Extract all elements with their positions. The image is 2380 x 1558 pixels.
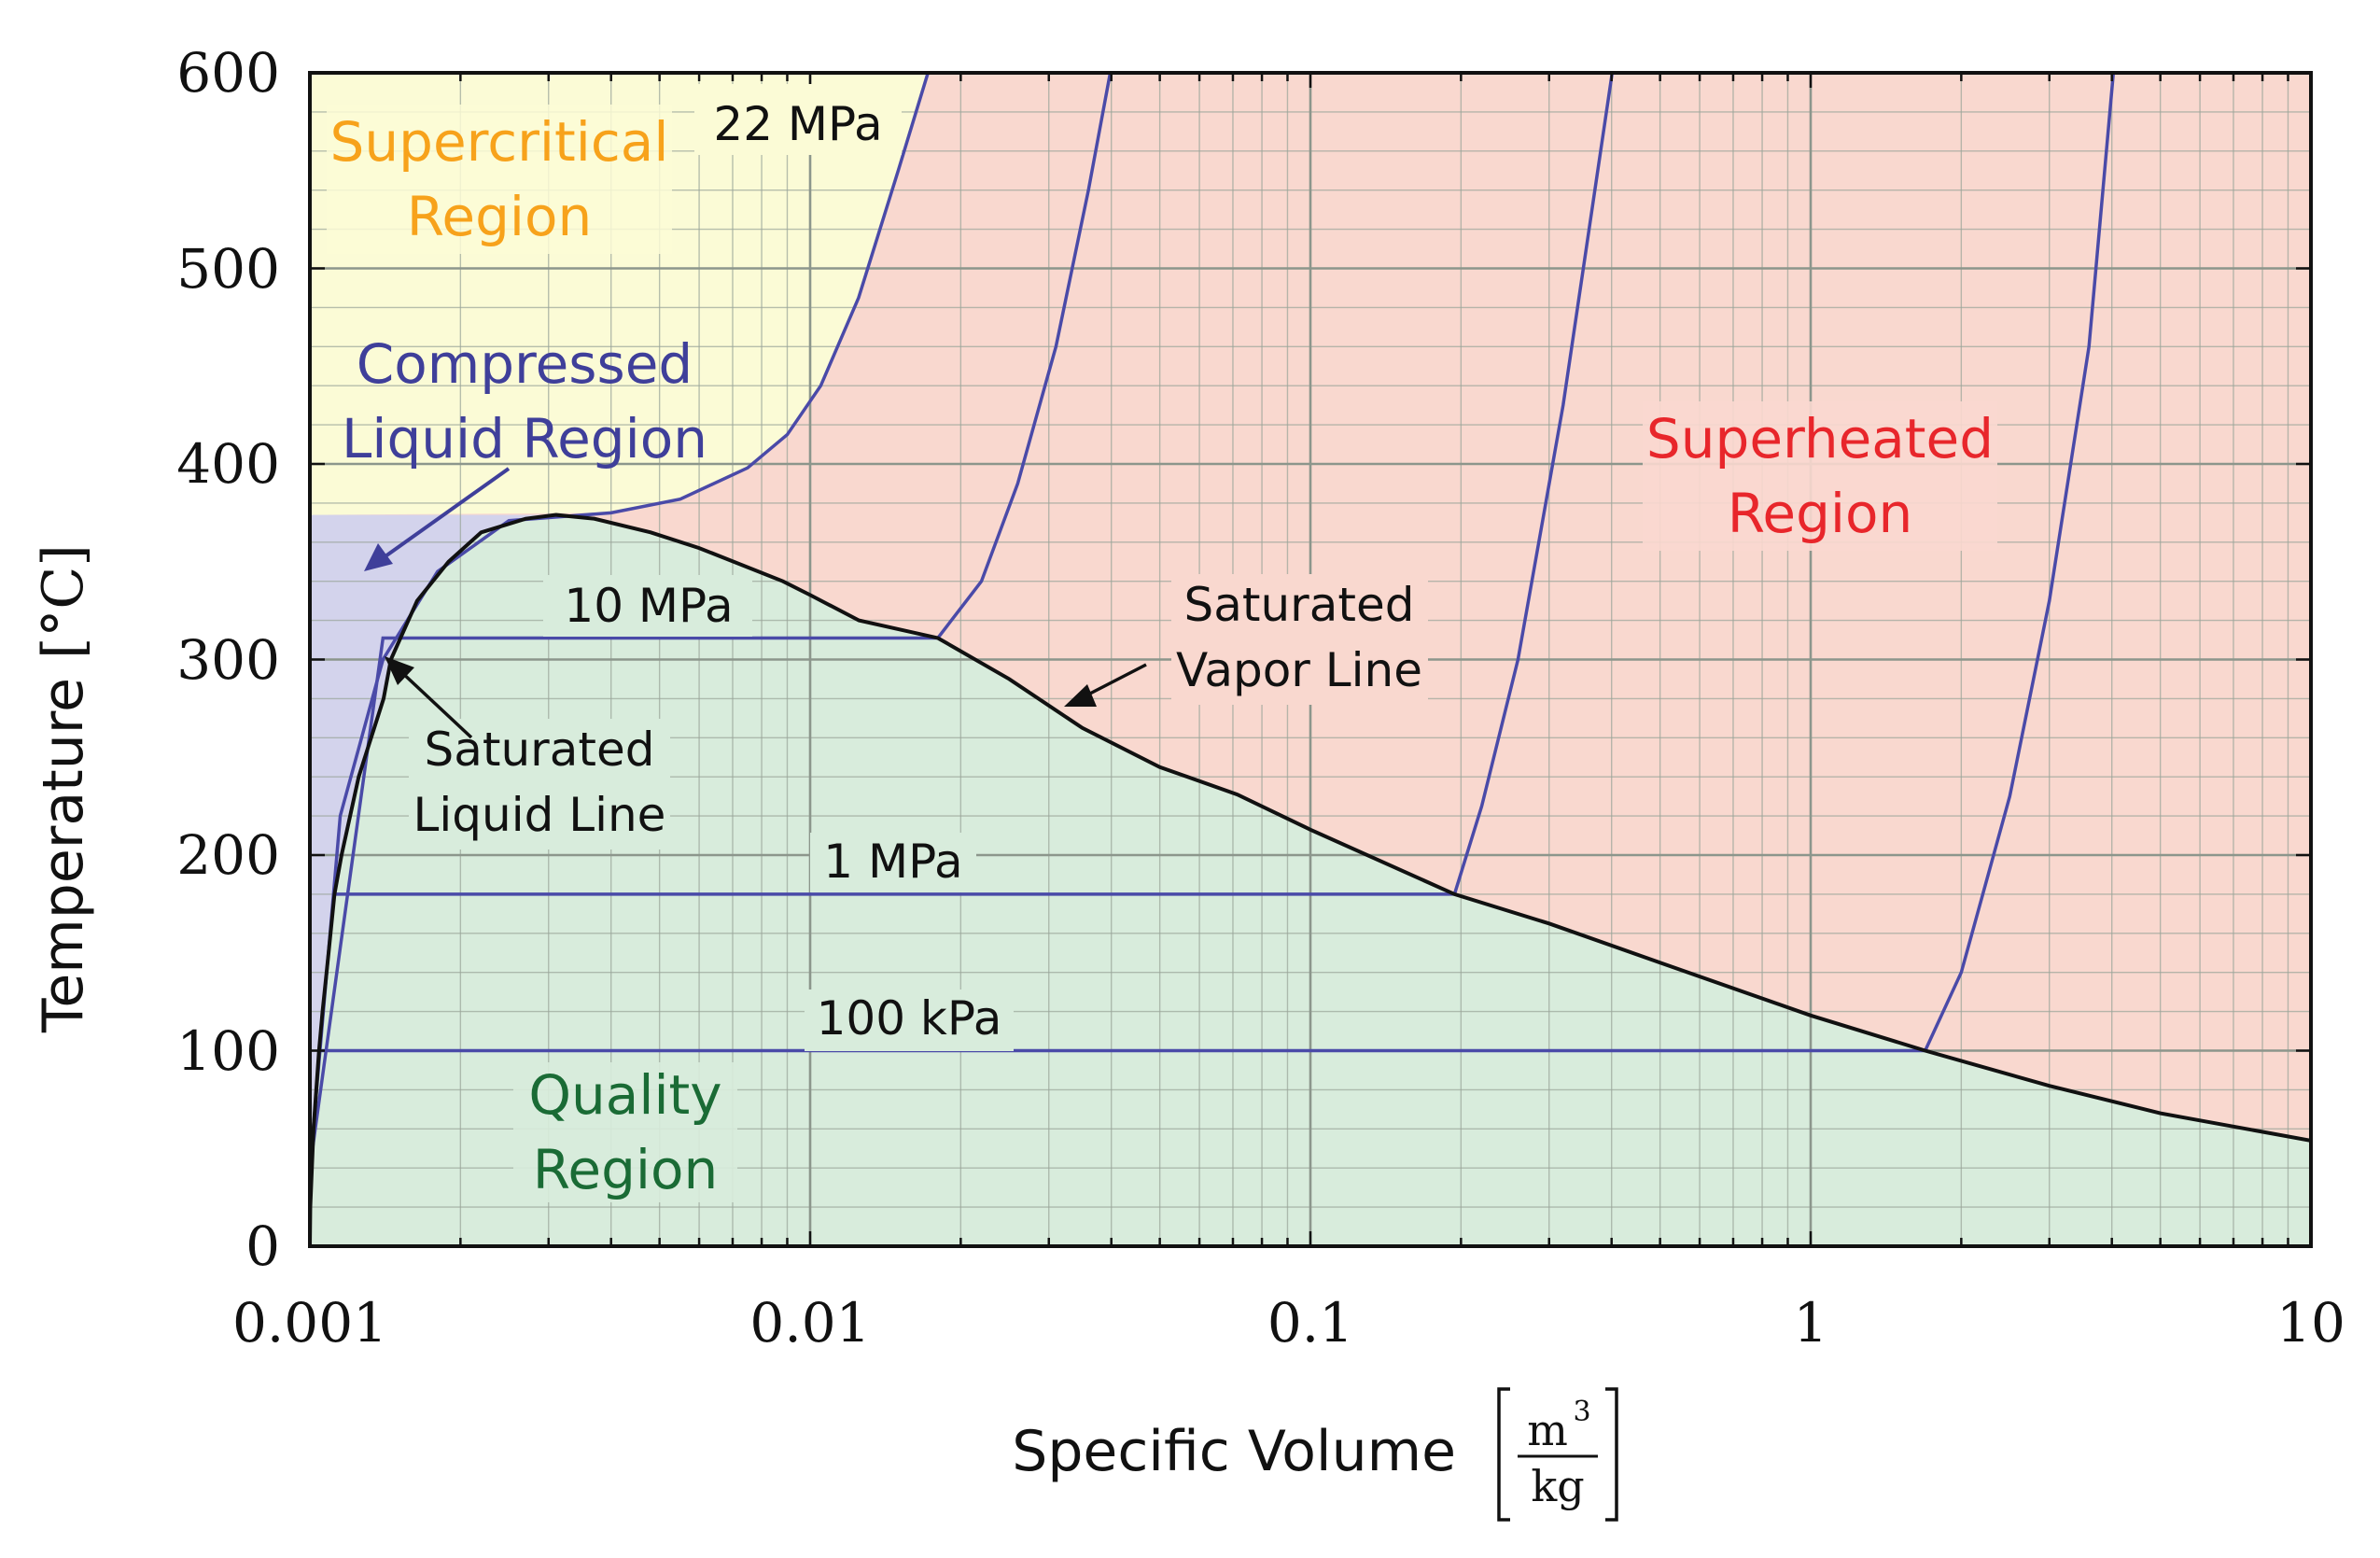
x-tick-label: 0.001 — [232, 1291, 387, 1354]
region-label-line: Liquid Region — [342, 407, 707, 470]
arrowhead-icon — [364, 543, 393, 571]
x-axis-title: Specific Volume m 3 kg — [1012, 1387, 1618, 1522]
y-tick-label: 400 — [176, 432, 280, 496]
isobar-label-22mpa: 22 MPa — [713, 97, 882, 151]
annotation-line: Vapor Line — [1176, 643, 1422, 697]
y-tick-label: 200 — [176, 823, 280, 887]
x-tick-label: 0.01 — [749, 1291, 870, 1354]
isobar-1mpa — [334, 73, 1615, 896]
isobar-label-100kpa: 100 kPa — [817, 991, 1002, 1046]
region-label-line: Superheated — [1646, 407, 1994, 470]
saturated-liquid-annotation: Saturated Liquid Line — [385, 656, 670, 849]
arrowhead-icon — [385, 656, 414, 685]
x-tick-label: 10 — [2276, 1291, 2345, 1354]
annotation-line: Saturated — [425, 723, 655, 777]
x-axis-unit-denominator: kg — [1531, 1461, 1584, 1511]
x-tick-label: 1 — [1794, 1291, 1828, 1354]
y-tick-label: 0 — [245, 1214, 280, 1278]
x-axis-unit-numerator: m — [1527, 1405, 1568, 1455]
y-tick-label: 500 — [176, 237, 280, 301]
x-tick-labels: 0.001 0.01 0.1 1 10 — [232, 1291, 2345, 1354]
region-label-line: Compressed — [357, 332, 693, 396]
superheated-region-label: Superheated Region — [1643, 401, 1997, 551]
supercritical-region-label: Supercritical Region — [327, 105, 672, 254]
isobar-labels: 22 MPa 10 MPa 1 MPa 100 kPa — [543, 84, 1014, 1051]
region-label-line: Supercritical — [330, 110, 669, 174]
region-label-line: Region — [1728, 482, 1913, 545]
annotation-line: Liquid Line — [413, 788, 666, 842]
y-axis-title: Temperature [°C] — [31, 544, 96, 1033]
x-axis-unit-exponent: 3 — [1573, 1396, 1590, 1428]
compressed-liquid-arrow — [364, 467, 511, 571]
y-tick-label: 100 — [176, 1019, 280, 1083]
y-axis-label: Temperature — [31, 678, 96, 1033]
annotation-line: Saturated — [1184, 578, 1415, 632]
region-label-line: Quality — [528, 1063, 721, 1127]
y-tick-label: 600 — [176, 41, 280, 105]
isobar-label-10mpa: 10 MPa — [564, 579, 733, 633]
x-axis-label: Specific Volume — [1012, 1419, 1456, 1484]
saturation-dome-line — [310, 512, 2311, 1246]
plot-frame — [308, 71, 2313, 1248]
x-axis-unit-bracket-left — [1497, 1387, 1510, 1522]
compressed-liquid-region-label: Compressed Liquid Region — [342, 332, 707, 470]
y-axis-unit: [°C] — [31, 544, 96, 659]
y-tick-labels: 0 100 200 300 400 500 600 — [176, 41, 280, 1278]
arrowhead-icon — [1064, 684, 1097, 707]
quality-region-label: Quality Region — [513, 1062, 737, 1202]
region-label-line: Region — [407, 185, 593, 248]
isobar-22mpa — [310, 73, 930, 1169]
saturated-vapor-annotation: Saturated Vapor Line — [1064, 574, 1428, 707]
saturated-vapor-arrow — [1084, 663, 1147, 698]
isobar-10mpa — [310, 73, 1113, 1169]
plot-area — [310, 73, 2311, 1246]
isobar-label-1mpa: 1 MPa — [823, 835, 962, 889]
x-tick-label: 0.1 — [1267, 1291, 1353, 1354]
x-axis-unit-bracket-right — [1605, 1387, 1618, 1522]
region-label-line: Region — [533, 1138, 719, 1201]
y-tick-label: 300 — [176, 628, 280, 692]
saturated-liquid-arrow — [398, 668, 473, 739]
